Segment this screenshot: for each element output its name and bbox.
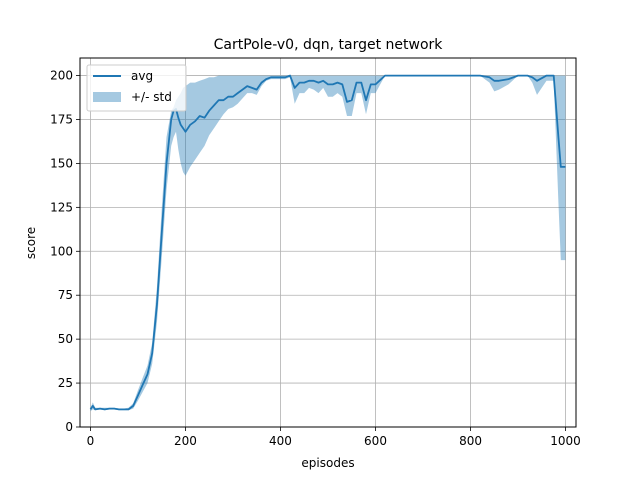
y-tick-label: 200 [50,69,73,83]
grid [80,58,576,428]
x-tick-label: 200 [174,434,197,448]
avg-line-group [89,74,566,411]
y-axis-label: score [24,227,38,259]
legend: avg +/- std [86,64,187,112]
x-axis-label: episodes [301,456,354,470]
y-tick-label: 100 [50,244,73,258]
y-tick-label: 75 [58,288,73,302]
y-tick-label: 0 [65,420,73,434]
x-tick-label: 1000 [550,434,581,448]
y-axis: 0 25 50 75 100 125 150 175 200 [50,69,80,434]
legend-std-swatch [93,92,121,102]
legend-std-label: +/- std [131,90,172,104]
x-tick-label: 0 [87,434,95,448]
y-tick-label: 25 [58,376,73,390]
legend-avg-label: avg [131,69,153,83]
x-axis: 0 200 400 600 800 1000 [87,427,581,448]
y-tick-label: 50 [58,332,73,346]
y-tick-label: 125 [50,200,73,214]
plot-frame [79,57,577,428]
avg-line [89,74,566,411]
chart-title: CartPole-v0, dqn, target network [214,37,444,53]
x-tick-label: 800 [459,434,482,448]
y-tick-label: 175 [50,113,73,127]
y-tick-label: 150 [50,156,73,170]
x-tick-label: 600 [364,434,387,448]
x-tick-label: 400 [269,434,292,448]
